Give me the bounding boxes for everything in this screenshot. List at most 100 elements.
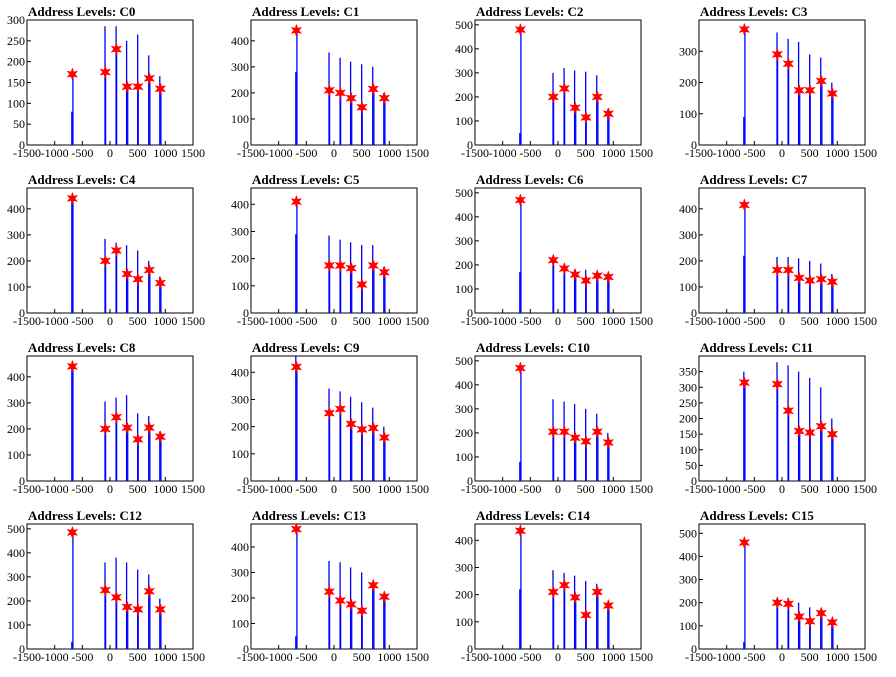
chart-panel: Address Levels: C2-1500 -1000 -500 0 500 1000…: [455, 4, 653, 160]
x-tick-label: 1500: [181, 482, 205, 496]
x-tick-label: 1000: [601, 650, 625, 664]
chart-title: Address Levels: C1: [252, 4, 359, 19]
x-tick-label: 500: [577, 482, 595, 496]
peak-marker: [580, 273, 592, 288]
y-tick-label: 300: [455, 560, 473, 574]
x-tick-label: 0: [107, 146, 113, 160]
plot-frame: [250, 187, 418, 314]
peak-marker: [99, 254, 112, 268]
y-tick-label: 200: [231, 86, 249, 100]
x-tick-label: -1500: [685, 146, 713, 160]
x-tick-label: 1500: [853, 314, 877, 328]
peak-marker: [132, 432, 144, 447]
y-tick-label: 300: [231, 565, 249, 579]
peak-marker: [345, 597, 358, 612]
peak-marker: [602, 435, 615, 450]
y-tick-label: 100: [679, 443, 697, 457]
x-tick-label: -1500: [237, 650, 265, 664]
x-tick-label: -500: [519, 146, 541, 160]
y-tick-label: 300: [231, 224, 249, 238]
peak-marker: [547, 585, 560, 599]
x-tick-label: -1500: [13, 146, 41, 160]
peak-marker: [782, 263, 795, 277]
x-tick-label: 0: [331, 650, 337, 664]
y-tick-label: 300: [231, 392, 249, 406]
y-tick-label: 50: [685, 458, 697, 472]
y-tick-label: 350: [679, 365, 697, 379]
peak-marker: [558, 424, 571, 439]
peak-marker: [66, 359, 79, 374]
peak-marker: [804, 83, 816, 98]
peak-marker: [154, 602, 167, 617]
peak-marker: [367, 578, 380, 592]
x-tick-label: -500: [71, 314, 93, 328]
chart-panel: Address Levels: C11-1500 -1000 -500 0 500 100…: [679, 340, 877, 496]
x-tick-label: -1000: [265, 650, 293, 664]
x-tick-label: -1000: [489, 146, 517, 160]
y-tick-label: 0: [243, 474, 249, 488]
peak-marker: [132, 272, 144, 286]
plot-frame: [698, 187, 866, 314]
x-tick-label: 500: [801, 146, 819, 160]
peak-marker: [323, 83, 336, 98]
peak-marker: [782, 403, 795, 418]
x-tick-label: -1500: [237, 482, 265, 496]
chart-title: Address Levels: C11: [700, 340, 813, 355]
x-tick-label: 1000: [153, 314, 177, 328]
peak-marker: [738, 22, 751, 37]
x-tick-label: 1500: [853, 482, 877, 496]
y-tick-label: 200: [231, 591, 249, 605]
peak-marker: [110, 243, 123, 258]
y-tick-label: 0: [19, 138, 25, 152]
peak-marker: [290, 23, 303, 38]
peak-marker: [334, 402, 347, 416]
x-tick-label: -500: [295, 650, 317, 664]
x-tick-label: -1500: [461, 650, 489, 664]
y-tick-label: 100: [231, 279, 249, 293]
peak-marker: [334, 258, 347, 273]
peak-marker: [514, 193, 527, 207]
x-tick-label: 1500: [405, 146, 429, 160]
x-tick-label: -1000: [41, 146, 69, 160]
x-tick-label: 500: [801, 482, 819, 496]
x-tick-label: 500: [353, 146, 371, 160]
peak-marker: [99, 422, 112, 436]
y-tick-label: 400: [455, 378, 473, 392]
x-tick-label: -500: [743, 482, 765, 496]
x-tick-label: -1000: [713, 146, 741, 160]
peak-marker: [591, 268, 604, 283]
y-tick-label: 200: [679, 254, 697, 268]
peak-marker: [591, 585, 604, 599]
y-tick-label: 0: [467, 642, 473, 656]
y-tick-label: 100: [679, 107, 697, 121]
y-tick-label: 200: [455, 426, 473, 440]
y-tick-label: 100: [231, 447, 249, 461]
chart-title: Address Levels: C14: [476, 508, 590, 523]
x-tick-label: -1000: [41, 650, 69, 664]
peak-marker: [580, 434, 592, 449]
chart-title: Address Levels: C9: [252, 340, 360, 355]
peak-marker: [356, 100, 368, 115]
plot-frame: [250, 355, 418, 482]
peak-marker: [143, 584, 156, 599]
peak-marker: [815, 419, 828, 434]
peak-marker: [815, 74, 828, 88]
y-tick-label: 100: [455, 615, 473, 629]
chart-panel: Address Levels: C7-1500 -1000 -500 0 500 1000…: [679, 172, 877, 328]
y-tick-label: 200: [679, 596, 697, 610]
chart-panel: Address Levels: C10 -1500 -1000 -500 0 500 100…: [455, 340, 653, 496]
peak-marker: [793, 424, 806, 438]
peak-marker: [782, 56, 795, 71]
y-tick-label: 200: [679, 412, 697, 426]
x-tick-label: -1500: [685, 314, 713, 328]
plot-frame: [698, 19, 866, 146]
peak-marker: [378, 589, 391, 604]
y-tick-label: 300: [7, 396, 25, 410]
x-tick-label: -1000: [489, 482, 517, 496]
y-tick-label: 100: [7, 96, 25, 110]
peak-marker: [793, 609, 806, 624]
x-tick-label: -500: [743, 314, 765, 328]
peak-marker: [793, 271, 806, 285]
peak-marker: [378, 430, 391, 445]
